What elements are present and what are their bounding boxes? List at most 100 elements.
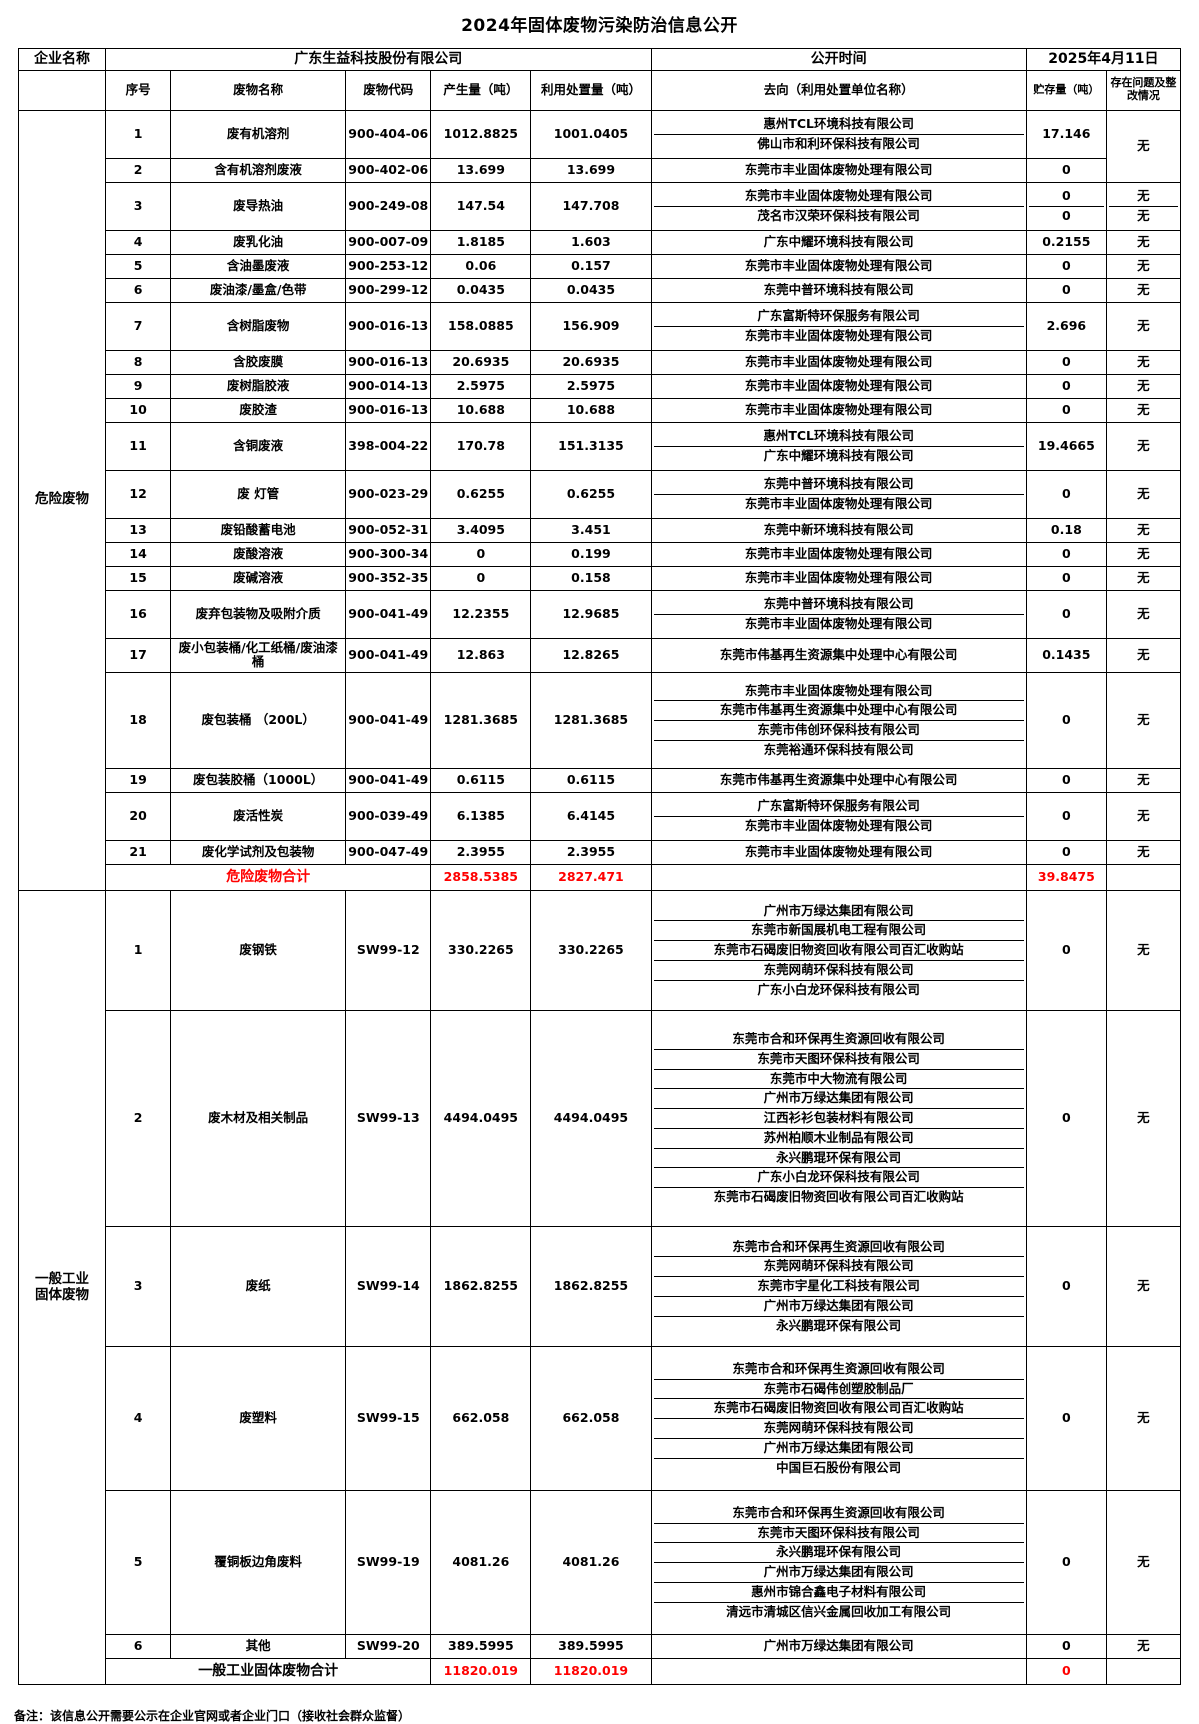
cell-destination-line: 广州市万绿达集团有限公司 <box>653 1438 1024 1459</box>
cell-stored: 0 <box>1025 589 1107 639</box>
cell-generated: 147.54 <box>430 181 532 231</box>
cell-stored: 0 <box>1025 672 1107 770</box>
cell-waste-name: 废塑料 <box>170 1346 347 1492</box>
cell-seq: 19 <box>105 768 172 794</box>
cell-waste-code: 900-016-13 <box>345 349 432 375</box>
cell-disposed: 0.0435 <box>530 277 652 303</box>
cell-issue: 无 <box>1105 349 1182 375</box>
cell-generated: 0.06 <box>430 253 532 279</box>
cell-waste-code: 900-299-12 <box>345 277 432 303</box>
cell-destination-line: 广州市万绿达集团有限公司 <box>653 1088 1024 1110</box>
cell-waste-name: 含铜废液 <box>170 421 347 471</box>
table-row: 14 废酸溶液 900-300-34 0 0.199 东莞市丰业固体废物处理有限公司 0 无 <box>19 541 1182 567</box>
cell-stored: 0 <box>1025 840 1107 866</box>
cell-waste-name: 废包装胶桶（1000L） <box>170 768 347 794</box>
cell-destination-line: 中国巨石股份有限公司 <box>776 1459 902 1475</box>
cell-destination-line: 茂名市汉荣环保科技有限公司 <box>757 207 920 223</box>
cell-seq: 4 <box>105 1346 172 1492</box>
header-waste-name: 废物名称 <box>170 69 347 111</box>
cell-destination: 广州市万绿达集团有限公司 <box>650 1634 1027 1660</box>
cell-destination-line: 广东中耀环境科技有限公司 <box>763 447 914 463</box>
cell-destination-line: 东莞市新国展机电工程有限公司 <box>653 920 1024 942</box>
cell-waste-code: 900-023-29 <box>345 469 432 519</box>
cell-destination-line: 东莞市宇星化工科技有限公司 <box>653 1276 1024 1297</box>
table-row: 2 废木材及相关制品 SW99-13 4494.0495 4494.0495 东莞市合和环… <box>19 1010 1182 1228</box>
table-row: 16 废弃包装物及吸附介质 900-041-49 12.2355 12.9685 东莞中普… <box>19 589 1182 639</box>
cell-destination-line: 永兴鹏琨环保有限公司 <box>653 1148 1024 1169</box>
cell-seq: 2 <box>105 157 172 183</box>
cell-generated: 0 <box>430 565 532 591</box>
cell-issue: 无 <box>1105 1490 1182 1636</box>
cell-waste-code: SW99-20 <box>345 1634 432 1660</box>
column-header-row: 序号 废物名称 废物代码 产生量（吨） 利用处置量（吨） 去向（利用处置单位名称… <box>17 69 1182 111</box>
cell-destination-line: 东莞市合和环保再生资源回收有限公司 <box>653 1359 1024 1380</box>
table-row: 5 含油墨废液 900-253-12 0.06 0.157 东莞市丰业固体废物处理有限公司… <box>19 253 1182 279</box>
cell-waste-name: 覆铜板边角废料 <box>170 1490 347 1636</box>
cell-waste-name: 含胶废膜 <box>170 349 347 375</box>
cell-disposed: 0.199 <box>530 541 652 567</box>
cell-issue: 无 <box>1105 1634 1182 1660</box>
total-disposed: 2827.471 <box>530 864 652 892</box>
table-row: 11 含铜废液 398-004-22 170.78 151.3135 惠州TCL环境科技有… <box>19 421 1182 471</box>
cell-disposed: 330.2265 <box>530 890 652 1012</box>
cell-disposed: 4081.26 <box>530 1490 652 1636</box>
cell-generated: 20.6935 <box>430 349 532 375</box>
cell-stored: 0 <box>1025 397 1107 423</box>
cell-issue: 无 <box>1105 1226 1182 1348</box>
cell-waste-code: 900-016-13 <box>345 397 432 423</box>
cell-waste-code: 900-253-12 <box>345 253 432 279</box>
cell-stored: 0 <box>1025 469 1107 519</box>
table-row: 2 含有机溶剂废液 900-402-06 13.699 13.699 东莞市丰业固体废物处… <box>19 157 1181 183</box>
cell-seq: 13 <box>105 517 172 543</box>
cell-generated: 0.6255 <box>430 469 532 519</box>
section-total-row: 一般工业固体废物合计 11820.019 11820.019 0 <box>19 1658 1182 1686</box>
cell-destination: 东莞市丰业固体废物处理有限公司 <box>650 253 1027 279</box>
cell-waste-name: 废弃包装物及吸附介质 <box>170 589 347 639</box>
cell-destination-line: 广东富斯特环保服务有限公司 <box>653 306 1024 327</box>
table-body: 企业名称 广东生益科技股份有限公司 公开时间 2025年4月11日 序号 废物名… <box>17 48 1182 1686</box>
header-waste-code: 废物代码 <box>345 69 432 111</box>
cell-stored: 0 <box>1025 1634 1107 1660</box>
cell-seq: 8 <box>105 349 172 375</box>
cell-issue: 无 <box>1105 253 1182 279</box>
cell-seq: 5 <box>105 253 172 279</box>
cell-disposed: 10.688 <box>530 397 652 423</box>
table-row: 21 废化学试剂及包装物 900-047-49 2.3955 2.3955 东莞市丰业固体… <box>19 840 1182 866</box>
cell-seq: 1 <box>105 109 172 159</box>
cell-generated: 12.2355 <box>430 589 532 639</box>
table-row: 3 废纸 SW99-14 1862.8255 1862.8255 东莞市合和环保再生资源回… <box>19 1226 1182 1348</box>
cell-destination-line: 东莞市丰业固体废物处理有限公司 <box>744 615 933 631</box>
meta-row: 企业名称 广东生益科技股份有限公司 公开时间 2025年4月11日 <box>17 48 1182 71</box>
cell-issue: 无 <box>1105 373 1182 399</box>
cell-destination-line: 惠州TCL环境科技有限公司 <box>653 114 1024 135</box>
header-disposed: 利用处置量（吨） <box>530 69 652 111</box>
cell-destination-line: 广东小白龙环保科技有限公司 <box>653 1167 1024 1189</box>
cell-issue: 无 <box>1105 768 1182 794</box>
cell-waste-name: 废 灯管 <box>170 469 347 519</box>
cell-stored: 0 <box>1025 768 1107 794</box>
cell-waste-code: 900-402-06 <box>345 157 432 183</box>
cell-generated: 4081.26 <box>430 1490 532 1636</box>
cell-destination: 东莞市丰业固体废物处理有限公司 <box>650 840 1027 866</box>
table-row: 一般工业 固体废物 1 废钢铁 SW99-12 330.2265 330.2265 广州市万绿… <box>17 890 1182 1686</box>
cell-destination: 东莞市丰业固体废物处理有限公司 <box>650 397 1027 423</box>
cell-stored: 17.146 <box>1025 109 1107 159</box>
table-row: 20 废活性炭 900-039-49 6.1385 6.4145 广东富斯特环保服务有限公… <box>19 792 1182 842</box>
cell-issue: 无 <box>1105 541 1182 567</box>
cell-seq: 1 <box>105 890 172 1012</box>
total-label: 危险废物合计 <box>105 864 432 892</box>
cell-generated: 389.5995 <box>430 1634 532 1660</box>
header-issues: 存在问题及整改情况 <box>1105 69 1182 111</box>
cell-destination-line: 广州市万绿达集团有限公司 <box>653 901 1024 922</box>
cell-waste-name: 含油墨废液 <box>170 253 347 279</box>
total-issue <box>1105 864 1182 892</box>
footnote: 备注：该信息公开需要公示在企业官网或者企业门口（接收社会群众监督） <box>14 1709 411 1724</box>
cell-stored: 0 <box>1025 157 1107 183</box>
total-issue <box>1105 1658 1182 1686</box>
cell-disposed: 1862.8255 <box>530 1226 652 1348</box>
cell-waste-name: 废树脂胶液 <box>170 373 347 399</box>
cell-destination: 广州市万绿达集团有限公司 东莞市新国展机电工程有限公司 东莞市石碣废旧物资回收有限公… <box>650 890 1027 1012</box>
cell-disposed: 3.451 <box>530 517 652 543</box>
cell-waste-name: 废导热油 <box>170 181 347 231</box>
